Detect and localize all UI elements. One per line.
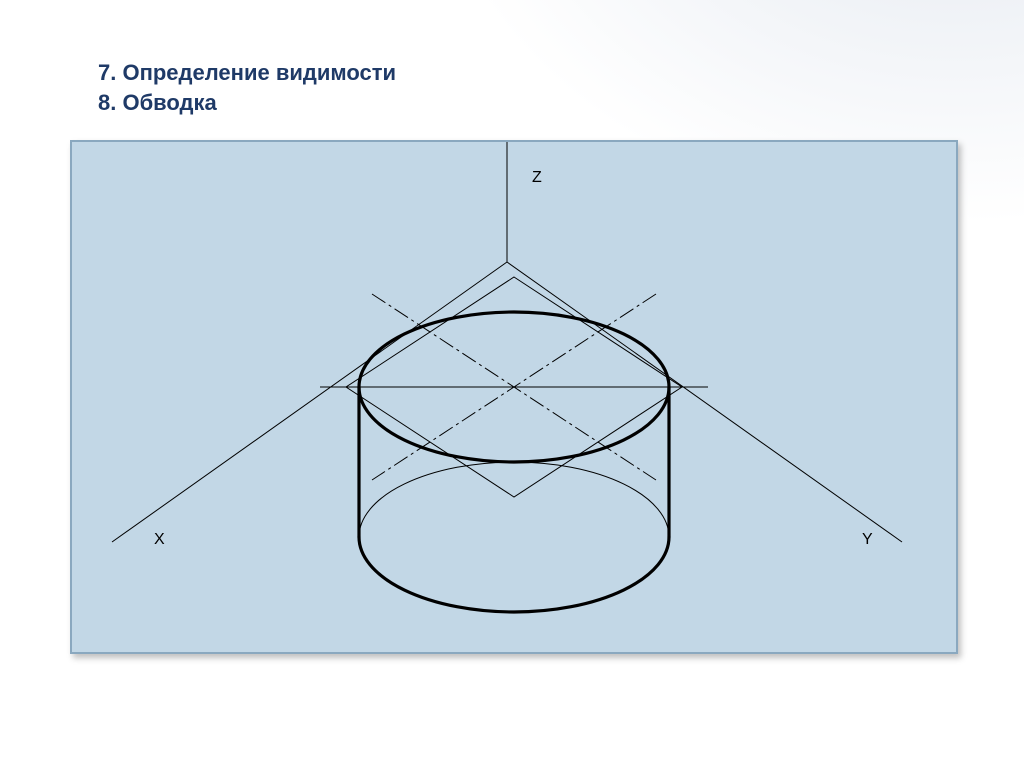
slide-heading: 7. Определение видимости 8. Обводка: [98, 58, 396, 117]
bottom-ellipse-front: [359, 537, 669, 612]
bottom-ellipse-back: [359, 462, 669, 537]
axis-label-x: X: [154, 531, 165, 548]
axis-x: [112, 262, 507, 542]
diagram-panel: Z X Y: [70, 140, 958, 654]
heading-line-1: 7. Определение видимости: [98, 58, 396, 88]
axis-label-y: Y: [862, 531, 873, 548]
cylinder-isometric-diagram: Z X Y: [72, 142, 956, 652]
axis-y: [507, 262, 902, 542]
axis-label-z: Z: [532, 169, 542, 186]
heading-line-2: 8. Обводка: [98, 88, 396, 118]
